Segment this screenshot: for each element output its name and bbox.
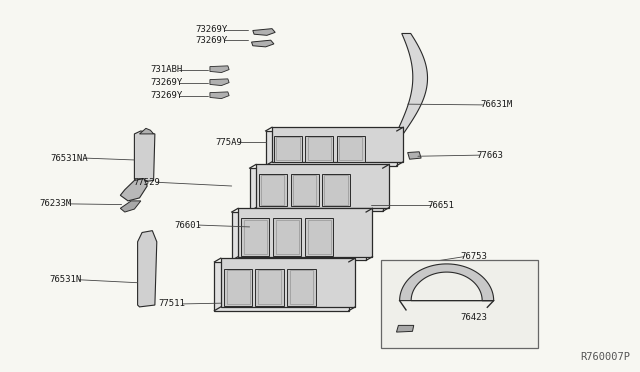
Polygon shape <box>408 152 421 159</box>
Polygon shape <box>210 92 229 99</box>
Polygon shape <box>259 174 287 206</box>
Text: 77529: 77529 <box>133 178 160 187</box>
Text: 73269Y: 73269Y <box>195 25 227 34</box>
Polygon shape <box>266 131 397 166</box>
Polygon shape <box>255 269 284 306</box>
Polygon shape <box>287 269 316 306</box>
Polygon shape <box>224 269 252 306</box>
Polygon shape <box>241 218 269 256</box>
Text: 76753: 76753 <box>461 252 488 261</box>
Text: 775A9: 775A9 <box>215 138 242 147</box>
Text: 76531NA: 76531NA <box>51 154 88 163</box>
Text: 76601: 76601 <box>175 221 202 230</box>
Polygon shape <box>305 218 333 256</box>
Text: 73269Y: 73269Y <box>150 78 182 87</box>
Text: 76423: 76423 <box>461 313 488 322</box>
Polygon shape <box>337 136 365 162</box>
Polygon shape <box>134 131 155 182</box>
Polygon shape <box>305 136 333 162</box>
Text: 76531N: 76531N <box>50 275 82 284</box>
Text: 76651: 76651 <box>428 201 454 210</box>
Text: 73269Y: 73269Y <box>195 36 227 45</box>
Polygon shape <box>291 174 319 206</box>
Polygon shape <box>397 33 428 134</box>
Polygon shape <box>273 218 301 256</box>
Text: 76233M: 76233M <box>40 199 72 208</box>
Text: 731ABH: 731ABH <box>150 65 182 74</box>
Polygon shape <box>252 40 274 47</box>
Polygon shape <box>221 258 355 307</box>
Text: 73269Y: 73269Y <box>150 91 182 100</box>
Text: 77663: 77663 <box>477 151 504 160</box>
Polygon shape <box>322 174 350 206</box>
Polygon shape <box>250 168 383 211</box>
Polygon shape <box>210 66 229 73</box>
Polygon shape <box>399 264 493 301</box>
Polygon shape <box>138 231 157 307</box>
Text: R760007P: R760007P <box>580 352 630 362</box>
Polygon shape <box>120 179 147 201</box>
Text: 77511: 77511 <box>159 299 186 308</box>
Polygon shape <box>210 79 229 86</box>
Text: 76631M: 76631M <box>480 100 512 109</box>
Polygon shape <box>214 262 349 311</box>
Polygon shape <box>274 136 302 162</box>
Polygon shape <box>396 326 414 332</box>
Polygon shape <box>238 208 372 257</box>
Polygon shape <box>120 201 141 212</box>
Polygon shape <box>232 212 366 260</box>
Polygon shape <box>140 128 154 134</box>
Polygon shape <box>256 164 389 208</box>
Polygon shape <box>253 29 275 35</box>
Polygon shape <box>272 127 403 162</box>
Bar <box>381 260 538 348</box>
